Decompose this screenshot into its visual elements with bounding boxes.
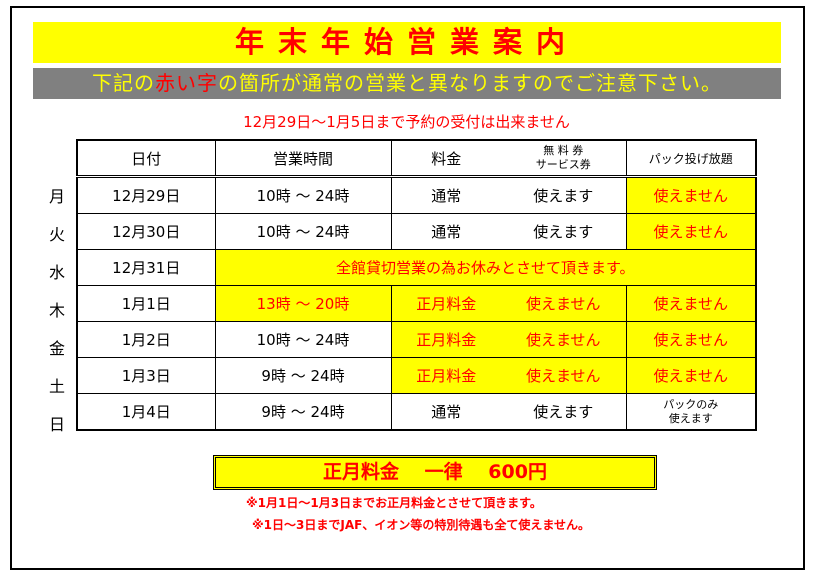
date-cell: 1月2日 xyxy=(76,321,216,358)
fee-cell: 正月料金 xyxy=(390,285,501,322)
table-row: 12月30日 10時 ～ 24時 通常 使えます 使えません xyxy=(76,213,757,250)
fee-cell: 通常 xyxy=(390,213,501,250)
header-fee: 料金 xyxy=(390,139,501,178)
header-pack: パック投げ放題 xyxy=(625,139,757,178)
date-cell: 12月31日 xyxy=(76,249,216,286)
table-row: 1月2日 10時 ～ 24時 正月料金 使えません 使えません xyxy=(76,321,757,358)
reservation-notice: 12月29日～1月5日まで予約の受付は出来ません xyxy=(243,113,570,131)
subtitle-red: 赤い字 xyxy=(155,71,218,95)
weekday: 日 xyxy=(48,415,65,434)
voucher-cell: 使えません xyxy=(501,285,627,322)
pack-cell: パックのみ 使えます xyxy=(625,393,757,431)
weekday: 金 xyxy=(48,339,65,358)
voucher-cell: 使えます xyxy=(501,213,627,250)
pack-cell: 使えません xyxy=(625,213,757,250)
header-row: 日付 営業時間 料金 無 料 券 サービス券 パック投げ放題 xyxy=(76,139,757,178)
fee-cell: 正月料金 xyxy=(390,357,501,394)
subtitle: 下記の赤い字の箇所が通常の営業と異なりますのでご注意下さい。 xyxy=(33,68,781,99)
voucher-cell: 使えません xyxy=(501,321,627,358)
voucher-cell: 使えます xyxy=(501,176,627,214)
header-voucher: 無 料 券 サービス券 xyxy=(501,139,627,178)
weekday: 火 xyxy=(48,225,65,244)
weekday-column: 月 火 水 木 金 土 日 xyxy=(44,178,70,444)
note-discounts: ※1日～3日までJAF、イオン等の特別待遇も全て使えません。 xyxy=(252,518,590,532)
weekday: 木 xyxy=(48,301,65,320)
date-cell: 12月30日 xyxy=(76,213,216,250)
pack-cell: 使えません xyxy=(625,321,757,358)
table-row: 12月29日 10時 ～ 24時 通常 使えます 使えません xyxy=(76,176,757,214)
fee-cell: 通常 xyxy=(390,176,501,214)
page-frame xyxy=(10,6,805,570)
voucher-cell: 使えます xyxy=(501,393,627,431)
hours-cell: 13時 ～ 20時 xyxy=(214,285,392,322)
hours-cell: 10時 ～ 24時 xyxy=(214,213,392,250)
pack-cell: 使えません xyxy=(625,285,757,322)
fee-cell: 正月料金 xyxy=(390,321,501,358)
header-date: 日付 xyxy=(76,139,216,178)
weekday: 水 xyxy=(48,263,65,282)
table-row: 1月4日 9時 ～ 24時 通常 使えます パックのみ 使えます xyxy=(76,393,757,431)
pack-cell: 使えません xyxy=(625,176,757,214)
date-cell: 12月29日 xyxy=(76,176,216,214)
weekday: 土 xyxy=(48,377,65,396)
hours-cell: 10時 ～ 24時 xyxy=(214,321,392,358)
hours-cell: 9時 ～ 24時 xyxy=(214,357,392,394)
hours-cell: 9時 ～ 24時 xyxy=(214,393,392,431)
fee-cell: 通常 xyxy=(390,393,501,431)
page-title: 年末年始営業案内 xyxy=(33,22,781,63)
closed-cell: 全館貸切営業の為お休みとさせて頂きます。 xyxy=(214,249,757,286)
date-cell: 1月1日 xyxy=(76,285,216,322)
schedule-table: 日付 営業時間 料金 無 料 券 サービス券 パック投げ放題 12月29日 10… xyxy=(76,139,757,431)
subtitle-post: の箇所が通常の営業と異なりますのでご注意下さい。 xyxy=(218,71,722,95)
date-cell: 1月3日 xyxy=(76,357,216,394)
table-row: 1月3日 9時 ～ 24時 正月料金 使えません 使えません xyxy=(76,357,757,394)
weekday: 月 xyxy=(48,187,65,206)
pack-cell: 使えません xyxy=(625,357,757,394)
table-row: 1月1日 13時 ～ 20時 正月料金 使えません 使えません xyxy=(76,285,757,322)
date-cell: 1月4日 xyxy=(76,393,216,431)
table-row: 12月31日 全館貸切営業の為お休みとさせて頂きます。 xyxy=(76,249,757,286)
subtitle-pre: 下記の xyxy=(92,71,155,95)
voucher-cell: 使えません xyxy=(501,357,627,394)
new-year-price-box: 正月料金 一律 600円 xyxy=(213,455,657,490)
note-new-year-fee: ※1月1日～1月3日までお正月料金とさせて頂きます。 xyxy=(246,496,542,510)
header-hours: 営業時間 xyxy=(214,139,392,178)
hours-cell: 10時 ～ 24時 xyxy=(214,176,392,214)
